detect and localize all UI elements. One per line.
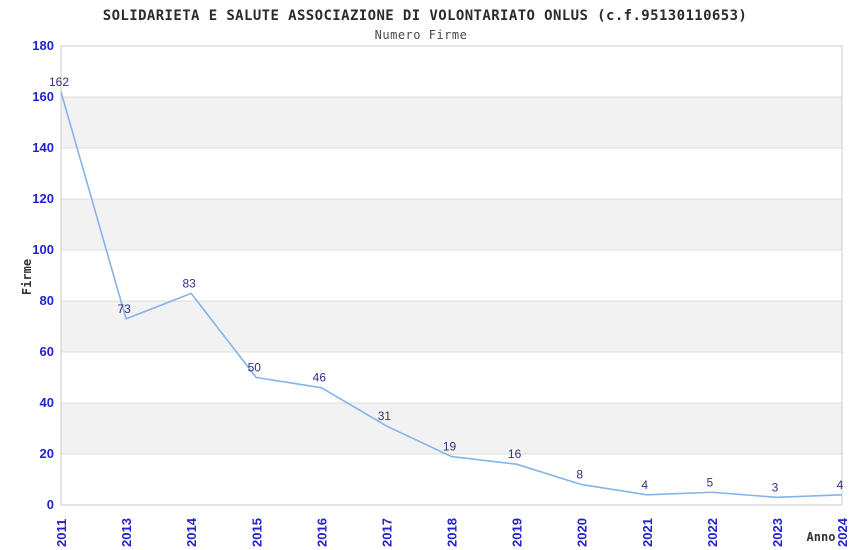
point-value-label: 46	[313, 371, 327, 385]
x-tick-label: 2018	[445, 518, 460, 547]
y-tick-label: 20	[40, 446, 54, 461]
y-tick-label: 40	[40, 395, 54, 410]
plot-border	[60, 45, 843, 506]
y-tick-label: 120	[32, 191, 54, 206]
grid-band	[61, 199, 842, 250]
chart-subtitle: Numero Firme	[375, 28, 468, 42]
chart-title: SOLIDARIETA E SALUTE ASSOCIAZIONE DI VOL…	[103, 8, 748, 24]
x-tick-label: 2024	[835, 517, 850, 547]
x-tick-label: 2022	[705, 518, 720, 547]
y-tick-label: 180	[32, 38, 54, 53]
x-tick-label: 2013	[119, 518, 134, 547]
y-tick-label: 160	[32, 89, 54, 104]
y-tick-label: 100	[32, 242, 54, 257]
grid-lines	[61, 96, 842, 455]
y-tick-label: 0	[47, 497, 54, 512]
x-tick-label: 2014	[184, 517, 199, 547]
y-axis-title: Firme	[20, 259, 34, 295]
grid-band	[61, 403, 842, 454]
data-line	[60, 91, 843, 499]
point-value-label: 16	[508, 447, 522, 461]
x-tick-label: 2017	[379, 518, 394, 547]
x-axis-title: Anno	[807, 530, 836, 544]
x-tick-label: 2011	[54, 519, 69, 547]
point-value-label: 8	[576, 468, 583, 482]
point-value-label: 73	[117, 302, 131, 316]
grid-band	[61, 301, 842, 352]
point-value-label: 50	[248, 361, 262, 375]
point-value-label: 4	[837, 478, 844, 492]
x-tick-label: 2020	[575, 518, 590, 547]
point-value-label: 31	[378, 409, 392, 423]
point-value-label: 3	[772, 480, 779, 494]
x-axis-labels: 2011 2013 2014 2015 2016 2017 2018 2019 2020 2021…	[54, 517, 850, 547]
point-value-label: 4	[641, 478, 648, 492]
point-labels: 162 73 83 50 46 31 19 16 8 4 5 3 4	[49, 75, 844, 494]
x-tick-label: 2015	[249, 518, 264, 547]
point-value-label: 83	[182, 276, 196, 290]
point-value-label: 19	[443, 440, 457, 454]
y-tick-label: 60	[40, 344, 54, 359]
grid-band	[61, 97, 842, 148]
x-tick-label: 2021	[640, 518, 655, 547]
y-tick-label: 140	[32, 140, 54, 155]
x-tick-label: 2019	[510, 518, 525, 547]
x-tick-label: 2016	[314, 518, 329, 547]
plot-bands	[61, 97, 842, 454]
y-tick-label: 80	[40, 293, 54, 308]
point-value-label: 5	[706, 475, 713, 489]
y-axis-labels: 0 20 40 60 80 100 120 140 160 180	[32, 38, 54, 512]
point-value-label: 162	[49, 75, 69, 89]
x-tick-label: 2023	[770, 518, 785, 547]
